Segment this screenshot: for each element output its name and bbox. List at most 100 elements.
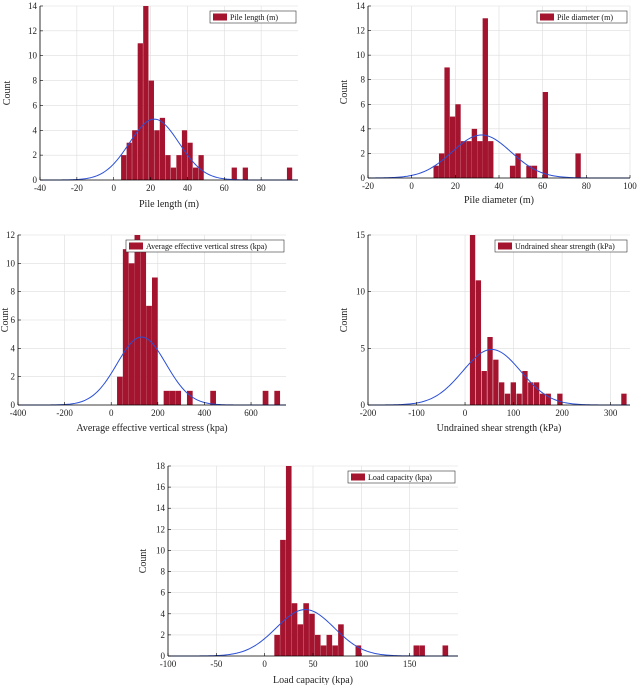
histogram-bar bbox=[291, 603, 298, 656]
histogram-bar bbox=[198, 155, 204, 180]
histogram-bar bbox=[475, 280, 482, 405]
histogram-bar bbox=[274, 634, 280, 656]
x-tick-label: -100 bbox=[160, 659, 177, 669]
legend-swatch bbox=[540, 13, 554, 21]
histogram-bar bbox=[531, 165, 538, 178]
histogram-bar bbox=[477, 141, 483, 178]
x-tick-label: -200 bbox=[56, 408, 73, 418]
y-tick-label: 8 bbox=[11, 287, 16, 297]
x-tick-label: 20 bbox=[146, 183, 156, 193]
histogram-bar bbox=[522, 371, 528, 405]
histogram-bar bbox=[338, 624, 344, 656]
histogram-bar bbox=[165, 155, 171, 180]
histogram-bar bbox=[533, 382, 540, 405]
y-tick-label: 8 bbox=[33, 76, 38, 86]
x-tick-label: 40 bbox=[183, 183, 193, 193]
histogram-bar bbox=[493, 359, 499, 405]
y-tick-label: 16 bbox=[156, 482, 166, 492]
histogram-bar bbox=[163, 390, 170, 405]
x-tick-label: 200 bbox=[555, 408, 569, 418]
histogram-bar bbox=[159, 117, 166, 180]
histogram-bar bbox=[181, 130, 188, 180]
histogram-bar bbox=[326, 634, 333, 656]
y-axis-label: Count bbox=[2, 81, 13, 106]
histogram-bar bbox=[231, 167, 237, 180]
histogram-bar bbox=[488, 141, 494, 178]
x-tick-label: -200 bbox=[360, 408, 377, 418]
histogram-bar bbox=[320, 645, 327, 656]
histogram-bar bbox=[140, 249, 147, 405]
x-tick-label: 0 bbox=[109, 408, 114, 418]
histogram-bar bbox=[419, 645, 425, 656]
legend-swatch bbox=[351, 473, 365, 481]
x-tick-label: -20 bbox=[362, 181, 374, 191]
histogram-bar bbox=[137, 43, 143, 181]
x-tick-label: 80 bbox=[257, 183, 267, 193]
histogram-bar bbox=[152, 277, 158, 405]
histogram-bar bbox=[280, 539, 286, 656]
histogram-bar bbox=[481, 371, 487, 405]
histogram-bar bbox=[146, 305, 152, 405]
histogram-bar bbox=[504, 393, 511, 405]
legend-label: Pile diameter (m) bbox=[557, 13, 613, 22]
x-axis-label: Load capacity (kpa) bbox=[273, 675, 353, 685]
x-tick-label: 0 bbox=[111, 183, 116, 193]
y-tick-label: 14 bbox=[356, 1, 366, 11]
histogram-bar bbox=[314, 634, 321, 656]
histogram-bar bbox=[621, 393, 627, 405]
x-tick-label: 100 bbox=[355, 659, 369, 669]
histogram-bar bbox=[309, 613, 315, 656]
histogram-bar bbox=[192, 167, 199, 180]
x-tick-label: 0 bbox=[262, 659, 267, 669]
histogram-bar bbox=[148, 80, 154, 180]
y-axis-label: Count bbox=[339, 80, 350, 105]
chart-panel-5: -100 -50 0 50 100 150 0 2 4 6 8 10 12 14 16 18 Load capa… bbox=[138, 461, 458, 685]
histogram-bar bbox=[433, 165, 439, 178]
chart-panel-1: -40 -20 0 20 40 60 80 0 2 4 6 8 10 12 14 Pile length (m… bbox=[2, 1, 298, 210]
histogram-bar bbox=[285, 466, 292, 656]
histogram-bar bbox=[128, 263, 135, 405]
histogram-bar bbox=[169, 390, 176, 405]
x-tick-label: -400 bbox=[10, 408, 27, 418]
histogram-bar bbox=[186, 390, 193, 405]
histogram-bar bbox=[455, 104, 461, 178]
histogram-bar bbox=[210, 390, 216, 405]
y-tick-label: 6 bbox=[11, 315, 16, 325]
histogram-bar bbox=[355, 645, 362, 656]
y-tick-label: 10 bbox=[28, 51, 38, 61]
histogram-bar bbox=[444, 67, 450, 178]
y-tick-label: 14 bbox=[28, 1, 38, 11]
y-tick-label: 10 bbox=[6, 258, 16, 268]
y-tick-label: 4 bbox=[11, 343, 16, 353]
legend-box bbox=[125, 239, 285, 253]
histogram-bar bbox=[528, 382, 534, 405]
legend-label: Load capacity (kpa) bbox=[368, 473, 432, 482]
histogram-bar bbox=[143, 6, 149, 180]
legend-label: Average effective vertical stress (kpa) bbox=[146, 242, 267, 251]
x-tick-label: 20 bbox=[451, 181, 461, 191]
y-tick-label: 5 bbox=[361, 343, 366, 353]
y-tick-label: 4 bbox=[161, 609, 166, 619]
y-tick-label: 2 bbox=[33, 150, 38, 160]
histogram-bar bbox=[242, 167, 248, 180]
histogram-bar bbox=[510, 382, 516, 405]
y-tick-label: 0 bbox=[361, 400, 366, 410]
x-axis-label: Undrained shear strength (kPa) bbox=[437, 423, 562, 434]
histogram-bar bbox=[297, 624, 304, 656]
histogram-bar bbox=[449, 116, 456, 178]
chart-panel-4: -200 -100 0 100 200 300 0 5 10 15 Undrained shear … bbox=[339, 230, 630, 434]
histogram-bar bbox=[154, 130, 160, 180]
x-tick-label: 0 bbox=[463, 408, 468, 418]
y-tick-label: 0 bbox=[361, 173, 366, 183]
y-tick-label: 10 bbox=[356, 287, 366, 297]
histogram-bar bbox=[466, 141, 472, 178]
histogram-bar bbox=[575, 153, 581, 178]
histogram-bar bbox=[413, 645, 420, 656]
histogram-bar bbox=[526, 165, 532, 178]
legend-swatch bbox=[129, 242, 143, 250]
histogram-bar bbox=[121, 155, 127, 180]
histogram-bar bbox=[122, 249, 129, 405]
y-tick-label: 12 bbox=[6, 230, 15, 240]
y-tick-label: 2 bbox=[161, 630, 166, 640]
histogram-bar bbox=[126, 142, 132, 180]
